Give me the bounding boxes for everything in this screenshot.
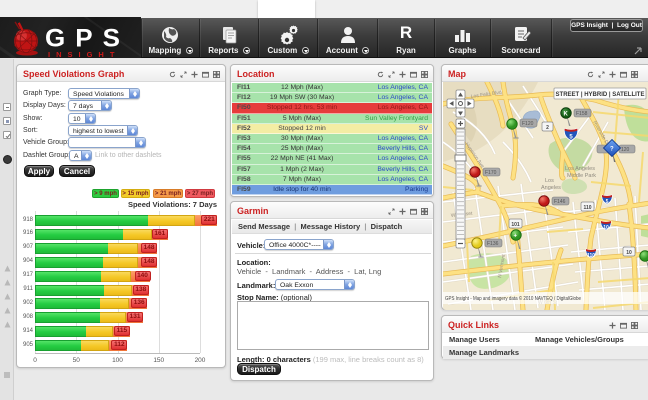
svg-text:Los: Los: [545, 178, 554, 184]
svg-text:STREET | HYBRID | SATELLITE: STREET | HYBRID | SATELLITE: [556, 92, 645, 98]
svg-text:Middle Park: Middle Park: [567, 173, 596, 179]
svg-text:F120: F120: [522, 121, 534, 127]
svg-text:GPS Insight - Map and imagery: GPS Insight - Map and imagery data © 201…: [445, 295, 581, 302]
svg-text:10: 10: [603, 225, 609, 231]
svg-text:120: 120: [621, 147, 630, 153]
svg-text:F136: F136: [487, 241, 499, 247]
svg-text:101: 101: [511, 222, 520, 228]
svg-text:2: 2: [546, 125, 549, 131]
svg-text:Los Angeles: Los Angeles: [565, 166, 595, 172]
svg-text:K: K: [564, 112, 569, 118]
svg-text:Angeles: Angeles: [541, 185, 561, 191]
svg-text:+: +: [514, 234, 518, 240]
svg-text:F170: F170: [485, 170, 497, 176]
svg-text:F158: F158: [576, 111, 588, 117]
svg-text:?: ?: [610, 147, 614, 153]
svg-text:F146: F146: [554, 199, 566, 205]
svg-text:N Vermont: N Vermont: [497, 253, 507, 278]
svg-text:110: 110: [583, 205, 591, 211]
svg-text:Los Feliz Blvd: Los Feliz Blvd: [470, 90, 502, 100]
svg-text:5: 5: [569, 135, 573, 141]
svg-text:10: 10: [626, 250, 632, 256]
svg-text:5: 5: [606, 199, 609, 205]
svg-text:110: 110: [587, 253, 595, 259]
